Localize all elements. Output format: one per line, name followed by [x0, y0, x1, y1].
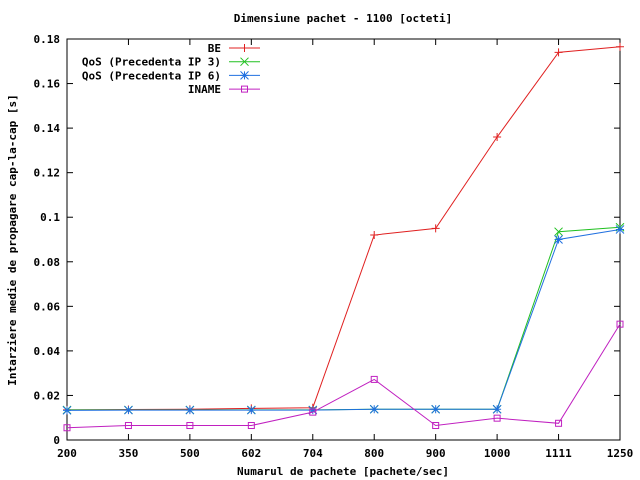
chart-title: Dimensiune pachet - 1100 [octeti]	[234, 12, 453, 25]
data-point	[616, 42, 624, 51]
data-point	[555, 419, 563, 427]
legend-marker	[240, 57, 249, 67]
data-point	[370, 375, 378, 383]
y-tick-label: 0.16	[34, 78, 61, 91]
x-tick-label: 1000	[484, 447, 511, 460]
y-tick-label: 0.14	[34, 122, 61, 135]
data-point	[63, 424, 71, 432]
x-axis-label: Numarul de pachete [pachete/sec]	[237, 465, 449, 478]
x-tick-label: 200	[57, 447, 77, 460]
x-tick-label: 350	[119, 447, 139, 460]
data-point	[309, 408, 317, 416]
series-line	[67, 226, 621, 411]
data-point	[431, 404, 441, 414]
series-2	[62, 225, 625, 415]
series-group	[62, 42, 625, 432]
series-line	[66, 228, 621, 411]
data-point	[246, 405, 256, 415]
plot-frame	[66, 38, 621, 441]
legend-label: BE	[208, 42, 221, 55]
legend-item: QoS (Precedenta IP 6)	[82, 69, 260, 82]
data-point	[554, 48, 563, 57]
data-point	[493, 133, 502, 142]
x-tick-label: 602	[241, 447, 261, 460]
data-point	[62, 406, 72, 415]
data-point	[186, 422, 194, 430]
legend-label: QoS (Precedenta IP 6)	[82, 69, 221, 82]
x-tick-label: 1250	[607, 447, 634, 460]
series-1	[62, 222, 625, 415]
y-tick-label: 0.1	[40, 211, 60, 224]
x-tick-label: 1111	[545, 447, 572, 460]
data-point	[554, 235, 563, 244]
legend-item: QoS (Precedenta IP 3)	[82, 56, 260, 69]
x-tick-label: 800	[364, 447, 384, 460]
data-point	[554, 227, 563, 237]
series-0	[63, 42, 624, 414]
legend-label: INAME	[188, 83, 221, 96]
y-axis-label: Intarziere medie de propagare cap-la-cap…	[6, 94, 19, 385]
data-point	[185, 405, 195, 415]
legend-item: BE	[208, 42, 260, 55]
data-point	[431, 224, 440, 233]
y-tick-label: 0.12	[34, 167, 61, 180]
data-point	[615, 225, 625, 234]
x-tick-label: 704	[303, 447, 323, 460]
data-point	[492, 404, 502, 414]
legend-label: QoS (Precedenta IP 3)	[82, 56, 221, 69]
data-point	[370, 231, 379, 240]
y-tick-label: 0.06	[34, 300, 61, 313]
data-point	[124, 422, 132, 430]
data-point	[616, 320, 624, 328]
data-point	[432, 422, 440, 430]
x-tick-label: 500	[180, 447, 200, 460]
x-axis: 200 350 500 602 704 800 900 1000 1111 1250	[57, 39, 633, 460]
legend-marker	[240, 71, 249, 80]
legend-item: INAME	[188, 83, 260, 96]
y-tick-label: 0.02	[34, 389, 61, 402]
series-line	[66, 323, 621, 429]
legend-marker	[241, 85, 248, 93]
data-point	[124, 405, 133, 415]
data-point	[369, 404, 379, 414]
data-point	[308, 405, 318, 415]
series-3	[63, 320, 624, 432]
y-tick-label: 0.08	[34, 256, 61, 269]
data-point	[247, 422, 255, 430]
data-point	[493, 414, 501, 422]
y-tick-label: 0.18	[34, 33, 61, 46]
y-tick-label: 0	[53, 434, 60, 447]
y-axis: 0 0.02 0.04 0.06 0.08 0.1 0.12 0.14 0.16 0.18	[34, 33, 620, 447]
x-tick-label: 900	[426, 447, 446, 460]
series-line	[66, 46, 621, 411]
y-tick-label: 0.04	[34, 345, 61, 358]
legend-marker	[240, 44, 249, 52]
